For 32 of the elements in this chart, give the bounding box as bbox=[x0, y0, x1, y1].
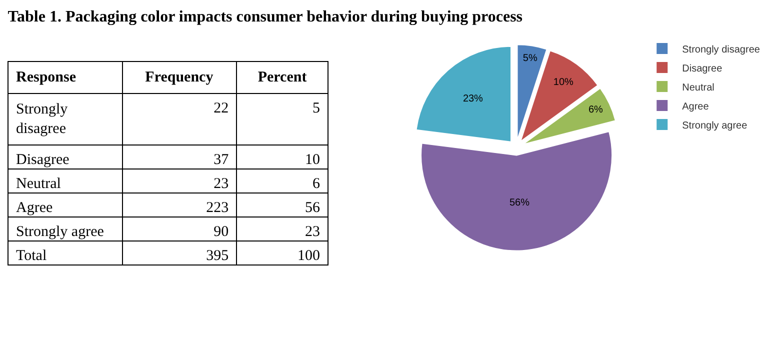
data-label: 23% bbox=[462, 93, 484, 104]
legend-label: Strongly agree bbox=[682, 120, 748, 132]
data-label: 6% bbox=[588, 104, 604, 116]
data-label: 23 bbox=[214, 176, 229, 192]
data-label: 5% bbox=[522, 53, 538, 64]
legend-label: Neutral bbox=[682, 82, 714, 94]
data-label: 100 bbox=[298, 248, 320, 264]
data-label: 5 bbox=[312, 100, 320, 117]
data-label: 223 bbox=[206, 200, 229, 216]
category-label: Strongly agree bbox=[16, 224, 104, 240]
legend-label: Agree bbox=[682, 101, 710, 112]
category-label: Strongly disagree bbox=[16, 101, 68, 137]
category-label: Disagree bbox=[16, 152, 70, 168]
legend-label: Disagree bbox=[682, 63, 723, 74]
series-label: Percent bbox=[258, 69, 307, 86]
category-label: Total bbox=[16, 248, 47, 264]
data-label: 22 bbox=[214, 100, 229, 117]
data-label: 10% bbox=[553, 76, 574, 88]
text: Frequency bbox=[145, 69, 214, 86]
data-label: 10 bbox=[305, 152, 320, 168]
data-label: 90 bbox=[214, 224, 229, 240]
legend-label: Strongly disagree bbox=[682, 44, 760, 56]
category-label: Agree bbox=[16, 200, 53, 216]
text: Response bbox=[16, 69, 76, 86]
data-label: 23 bbox=[305, 224, 320, 240]
data-label: 56 bbox=[305, 200, 320, 216]
category-label: Neutral bbox=[16, 176, 61, 192]
data-label: 395 bbox=[206, 248, 229, 264]
data-label: 37 bbox=[214, 152, 230, 168]
data-label: 56% bbox=[509, 197, 530, 208]
data-label: 6 bbox=[312, 176, 320, 192]
text: Table 1. Packaging color impacts consumer behavior during buying process bbox=[8, 8, 523, 26]
